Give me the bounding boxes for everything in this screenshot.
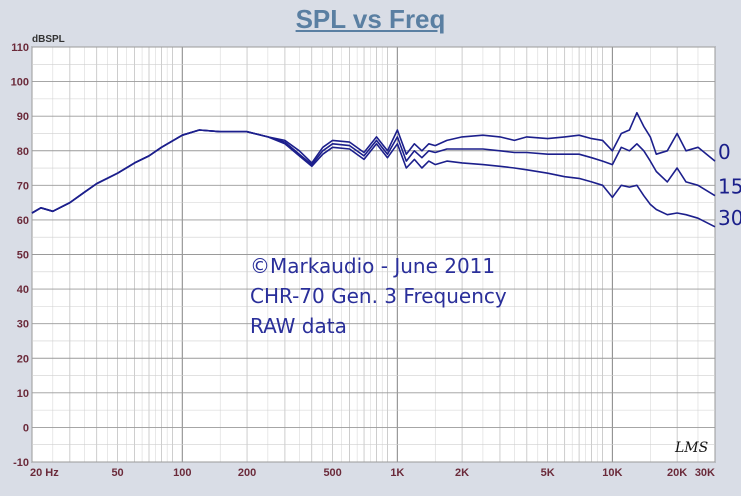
y-tick-label: -10 — [13, 457, 29, 469]
y-axis-ticks: -10 0 10 20 30 40 50 60 70 80 90 100 110 — [11, 42, 29, 469]
y-tick-label: 10 — [17, 388, 29, 400]
series-labels: 0 15 30 — [718, 140, 741, 230]
y-tick-label: 30 — [17, 319, 29, 331]
x-tick-label: 20K — [667, 467, 687, 479]
y-tick-label: 20 — [17, 353, 29, 365]
annotation-line: ©Markaudio - June 2011 — [250, 254, 495, 278]
x-tick-label: 20 Hz — [30, 467, 59, 479]
x-tick-label: 50 — [111, 467, 123, 479]
chart-title: SPL vs Freq — [295, 4, 446, 34]
x-axis-ticks: 20 Hz 50 100 200 500 1K 2K 5K 10K 20K 30K — [30, 467, 715, 479]
x-tick-label: 200 — [238, 467, 256, 479]
x-tick-label: 100 — [173, 467, 191, 479]
y-tick-label: 80 — [17, 146, 29, 158]
y-tick-label: 60 — [17, 215, 29, 227]
y-axis-label: dBSPL — [32, 34, 65, 45]
y-tick-label: 110 — [11, 42, 29, 54]
x-tick-label: 500 — [323, 467, 341, 479]
series-line-30 — [31, 129, 716, 228]
series-label-15: 15 — [718, 175, 741, 199]
x-tick-label: 30K — [695, 467, 715, 479]
y-tick-label: 70 — [17, 180, 29, 192]
series-label-30: 30 — [718, 206, 741, 230]
signature: LMS — [674, 440, 708, 456]
annotations: ©Markaudio - June 2011 CHR-70 Gen. 3 Freq… — [250, 254, 507, 338]
series-layer — [31, 111, 716, 228]
x-tick-label: 2K — [455, 467, 469, 479]
x-tick-label: 5K — [541, 467, 555, 479]
x-tick-label: 10K — [602, 467, 622, 479]
grid — [31, 46, 716, 463]
y-tick-label: 40 — [17, 284, 29, 296]
y-tick-label: 90 — [17, 111, 29, 123]
y-tick-label: 100 — [11, 77, 29, 89]
series-label-0: 0 — [718, 140, 731, 164]
x-tick-label: 1K — [390, 467, 404, 479]
annotation-line: RAW data — [250, 314, 347, 338]
y-tick-label: 50 — [17, 250, 29, 262]
y-tick-label: 0 — [23, 422, 29, 434]
annotation-line: CHR-70 Gen. 3 Frequency — [250, 284, 507, 308]
